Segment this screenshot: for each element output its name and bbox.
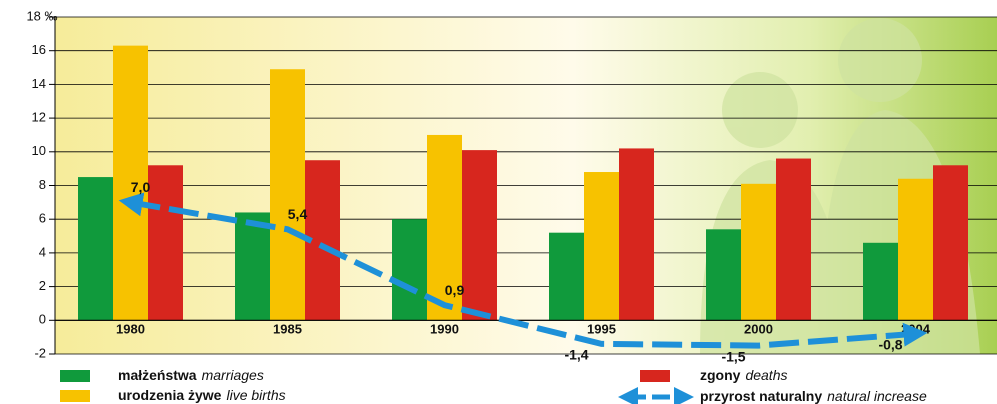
legend-entry: małżeństwa marriages [118, 367, 264, 383]
data-label: -0,8 [878, 336, 902, 352]
y-tick-label: 10 [32, 143, 46, 158]
x-tick-label: 2000 [744, 322, 773, 337]
x-tick-label: 1980 [116, 322, 145, 337]
bar [706, 229, 741, 321]
y-tick-label: 12 [32, 110, 46, 125]
legend-entry: zgony deaths [700, 367, 788, 383]
data-label: 0,9 [445, 282, 465, 298]
y-tick-label: -2 [34, 345, 46, 360]
legend-swatch [60, 390, 90, 402]
bar [776, 158, 811, 321]
legend-swatch [60, 370, 90, 382]
y-tick-label: 18 ‰ [26, 8, 57, 23]
bar [933, 165, 968, 321]
legend-name: urodzenia żywe [118, 387, 222, 403]
data-label: -1,5 [721, 348, 745, 364]
data-label: 5,4 [288, 206, 308, 222]
bar [863, 242, 898, 321]
bar [235, 212, 270, 321]
legend-name: przyrost naturalny [700, 388, 822, 404]
bar [462, 150, 497, 321]
bar [898, 178, 933, 321]
legend-swatch [640, 370, 670, 382]
data-label: 7,0 [131, 179, 151, 195]
y-tick-label: 8 [39, 177, 46, 192]
y-tick-label: 4 [39, 244, 46, 259]
bar [148, 165, 183, 321]
x-tick-label: 1995 [587, 322, 616, 337]
y-tick-label: 16 [32, 42, 46, 57]
bar [741, 183, 776, 321]
line [118, 192, 928, 349]
x-tick-label: 1990 [430, 322, 459, 337]
bar [270, 69, 305, 321]
legend-name: zgony [700, 367, 741, 383]
y-tick-label: 14 [32, 76, 46, 91]
y-tick-label: 6 [39, 211, 46, 226]
data-label: -1,4 [564, 347, 588, 363]
bar [549, 232, 584, 321]
legend-translation: marriages [202, 367, 264, 383]
legend-entry: urodzenia żywe live births [118, 387, 286, 403]
legend-translation: deaths [745, 367, 787, 383]
y-tick-label: 2 [39, 278, 46, 293]
bar [78, 177, 113, 321]
y-tick-label: 0 [39, 312, 46, 327]
bar [392, 219, 427, 321]
bar [619, 148, 654, 321]
bar [584, 172, 619, 321]
legend-entry: przyrost naturalny natural increase [700, 388, 927, 404]
legend-name: małżeństwa [118, 367, 197, 383]
legend-translation: live births [226, 387, 285, 403]
x-tick-label: 1985 [273, 322, 302, 337]
legend-translation: natural increase [827, 388, 927, 404]
